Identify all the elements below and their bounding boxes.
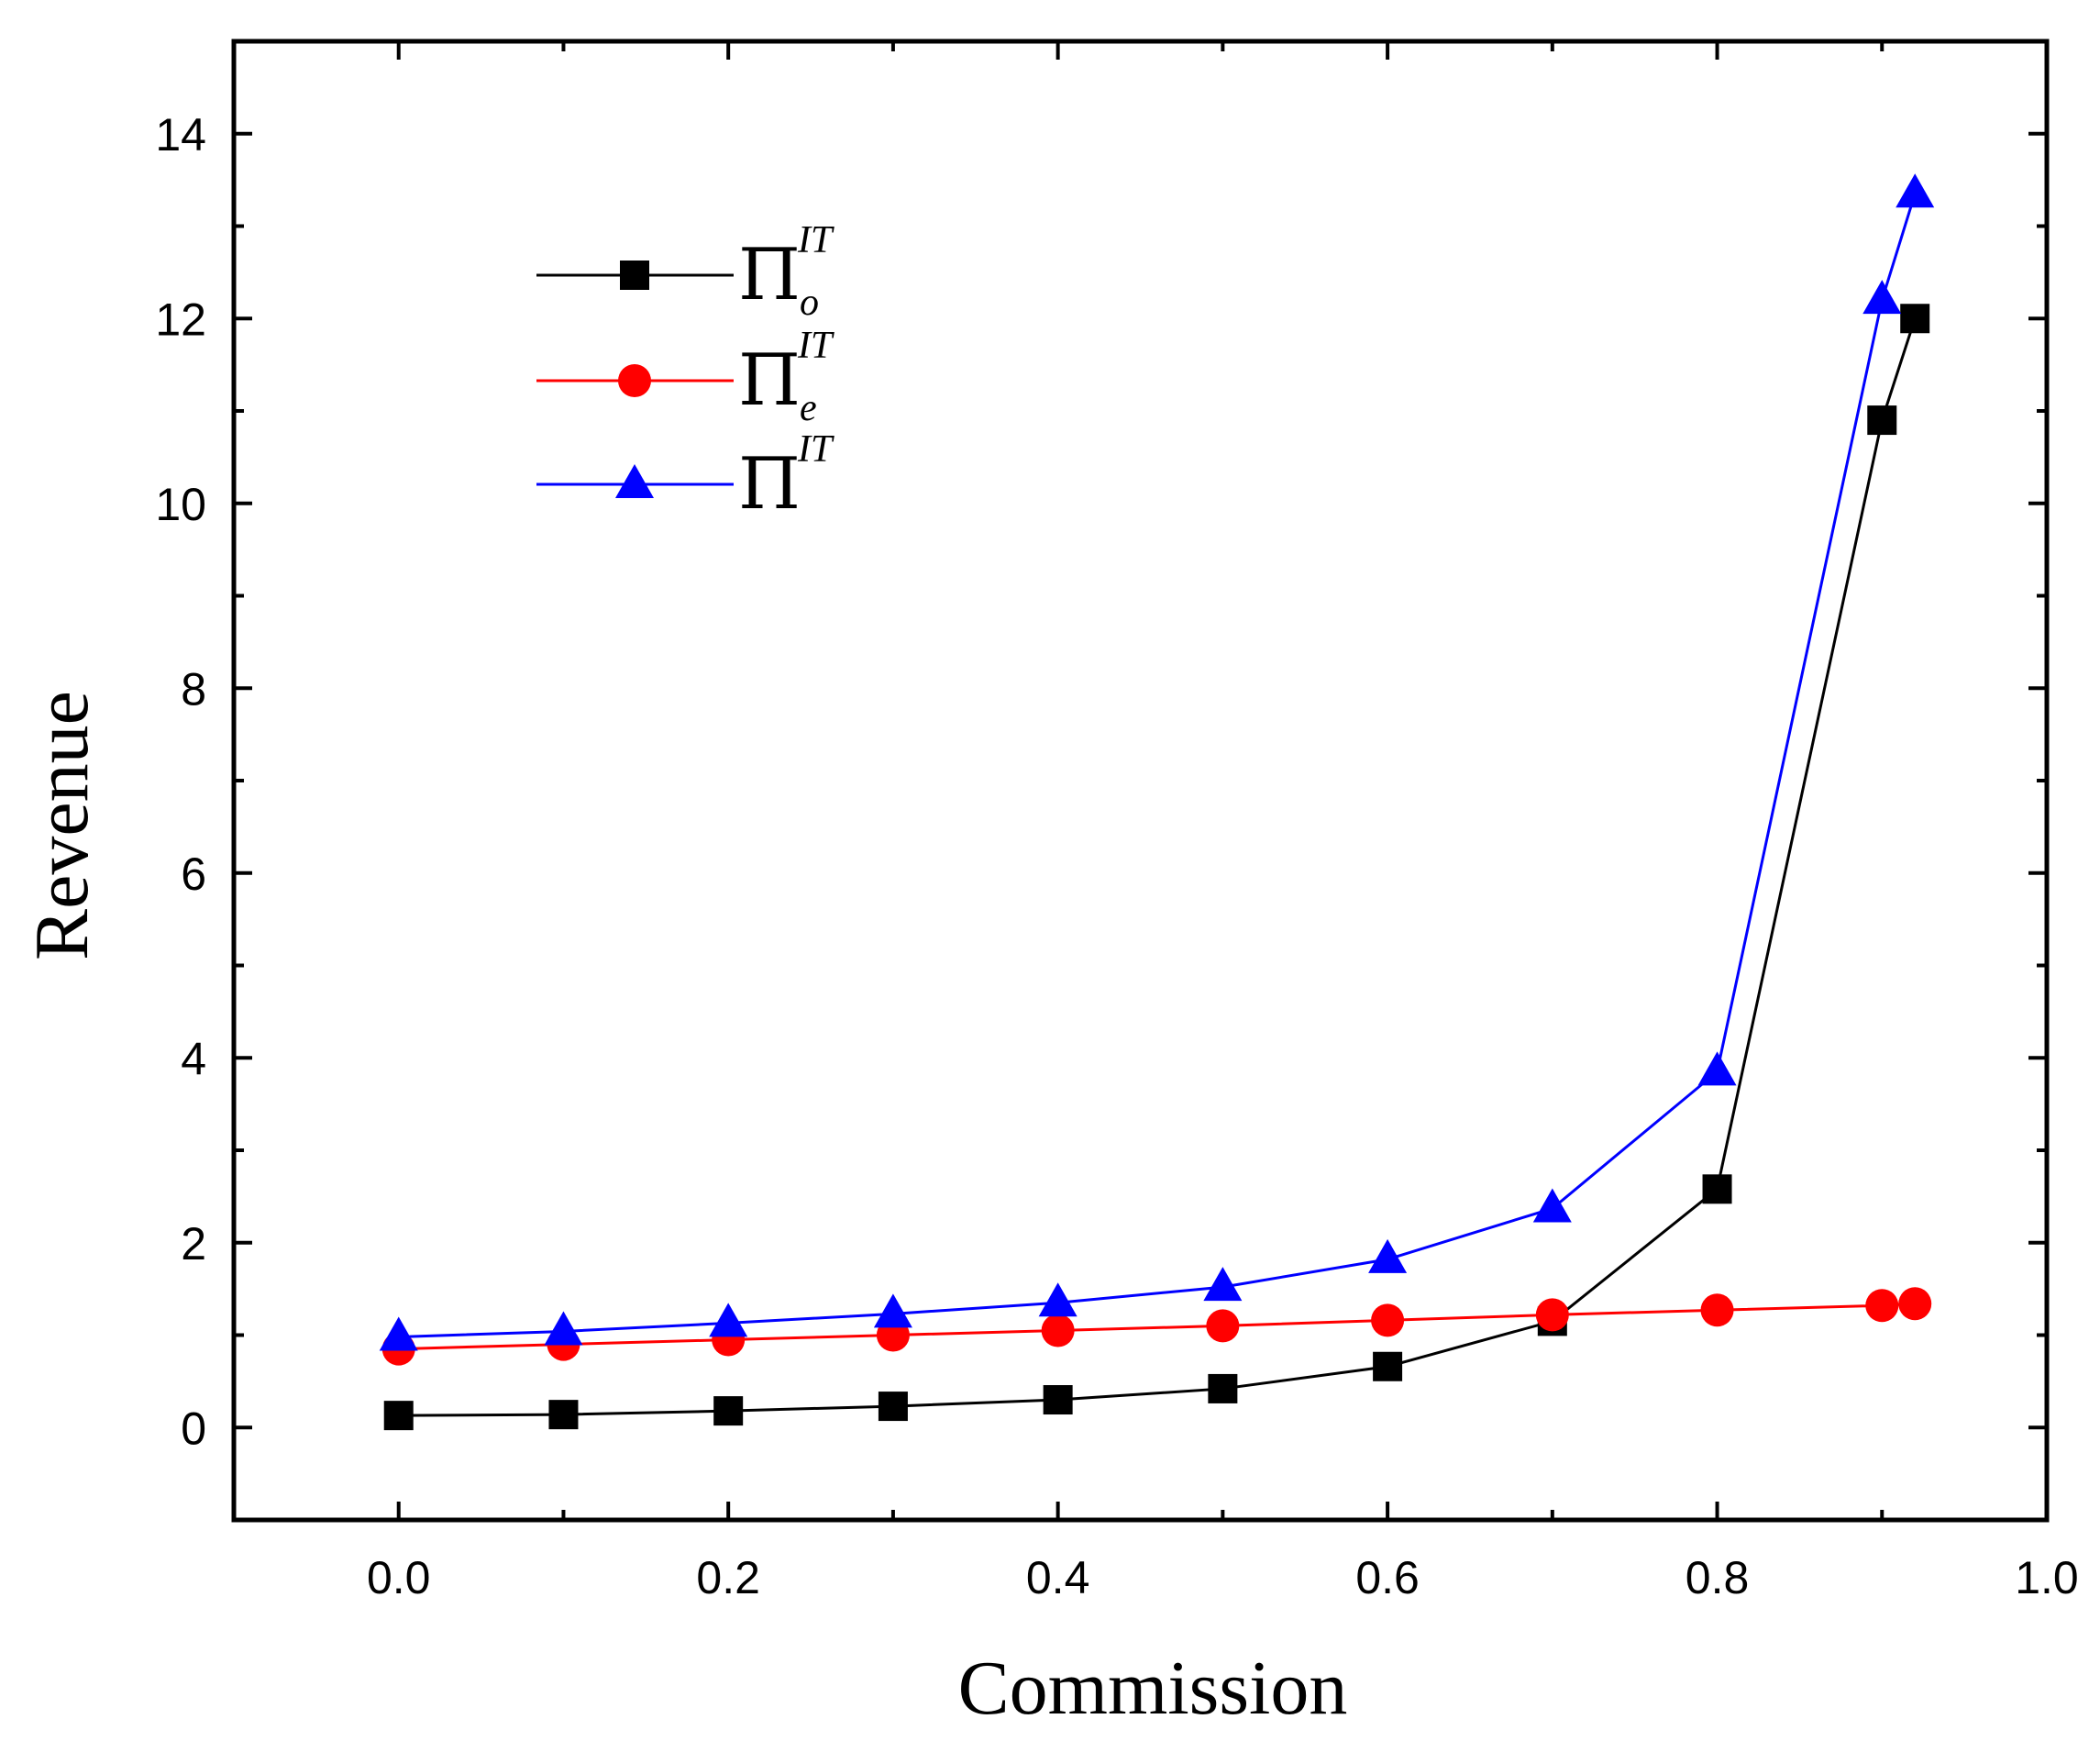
data-point-series-2 — [544, 1311, 583, 1346]
plot-frame — [231, 39, 2050, 1523]
data-point-series-1 — [1371, 1303, 1405, 1337]
data-point-series-2 — [1896, 173, 1935, 208]
legend-item-1: ΠIT e — [536, 325, 834, 429]
x-tick-label: 0.6 — [1355, 1552, 1420, 1603]
legend-label-subscript: o — [800, 282, 819, 324]
data-point-series-2 — [1038, 1282, 1078, 1317]
data-point-series-2 — [1862, 280, 1902, 315]
data-point-series-0 — [1043, 1385, 1073, 1415]
data-point-series-0 — [548, 1400, 579, 1430]
series-line-1 — [398, 1302, 1916, 1351]
data-point-series-2 — [1697, 1051, 1737, 1086]
legend-label-symbol: Π — [738, 234, 801, 316]
legend-label-superscript: IT — [797, 219, 834, 261]
x-tick-label: 0.8 — [1686, 1552, 1750, 1603]
legend-label-superscript: IT — [797, 428, 834, 471]
data-point-series-0 — [1900, 304, 1930, 334]
data-point-series-0 — [383, 1401, 414, 1431]
y-axis-title: Revenue — [19, 691, 105, 960]
data-point-series-2 — [1368, 1238, 1408, 1273]
axis-ticks — [232, 39, 2049, 1522]
data-point-series-2 — [709, 1303, 748, 1337]
data-point-series-0 — [1373, 1351, 1403, 1381]
y-tick-label: 0 — [181, 1403, 206, 1454]
legend-item-0: ΠIT o — [536, 219, 834, 324]
data-point-series-2 — [1203, 1267, 1243, 1302]
legend-item-2: ΠIT — [536, 428, 834, 526]
data-point-series-1 — [1041, 1314, 1075, 1347]
data-point-series-2 — [873, 1293, 912, 1328]
x-axis-title: Commission — [958, 1646, 1348, 1731]
y-tick-label: 14 — [155, 109, 206, 161]
x-tick-label: 0.0 — [367, 1552, 431, 1603]
data-point-series-0 — [1208, 1373, 1238, 1403]
legend-swatch-marker — [620, 261, 649, 290]
data-point-series-1 — [1898, 1287, 1932, 1321]
data-point-series-1 — [1535, 1298, 1569, 1332]
series-line-2 — [398, 193, 1917, 1339]
series-markers — [379, 173, 1935, 1431]
y-tick-label: 12 — [155, 294, 206, 345]
data-point-series-1 — [1206, 1309, 1240, 1343]
x-tick-label: 0.2 — [696, 1552, 760, 1603]
y-tick-label: 6 — [181, 848, 206, 900]
data-point-series-0 — [1702, 1174, 1732, 1204]
data-point-series-0 — [713, 1396, 744, 1426]
axis-tick-labels: 0.0 0.2 0.4 0.6 0.8 1.0 0 2 4 6 8 10 12 14 — [155, 109, 2078, 1603]
legend-label-superscript: IT — [797, 325, 834, 367]
legend-swatch-marker — [615, 464, 654, 498]
y-tick-label: 10 — [155, 479, 206, 530]
data-point-series-1 — [1700, 1293, 1734, 1327]
data-point-series-0 — [1867, 405, 1897, 436]
legend-label-symbol: Π — [738, 339, 801, 422]
data-point-series-2 — [1532, 1188, 1572, 1223]
y-tick-label: 8 — [181, 663, 206, 715]
y-tick-label: 2 — [181, 1218, 206, 1270]
y-tick-label: 4 — [181, 1033, 206, 1084]
legend-label-symbol: Π — [738, 443, 801, 526]
x-tick-label: 1.0 — [2015, 1552, 2079, 1603]
legend-label-subscript: e — [800, 387, 817, 429]
x-tick-label: 0.4 — [1026, 1552, 1090, 1603]
data-point-series-0 — [878, 1392, 908, 1422]
data-point-series-1 — [1865, 1289, 1899, 1323]
data-point-series-2 — [379, 1316, 418, 1351]
legend-swatch-marker — [618, 364, 651, 397]
